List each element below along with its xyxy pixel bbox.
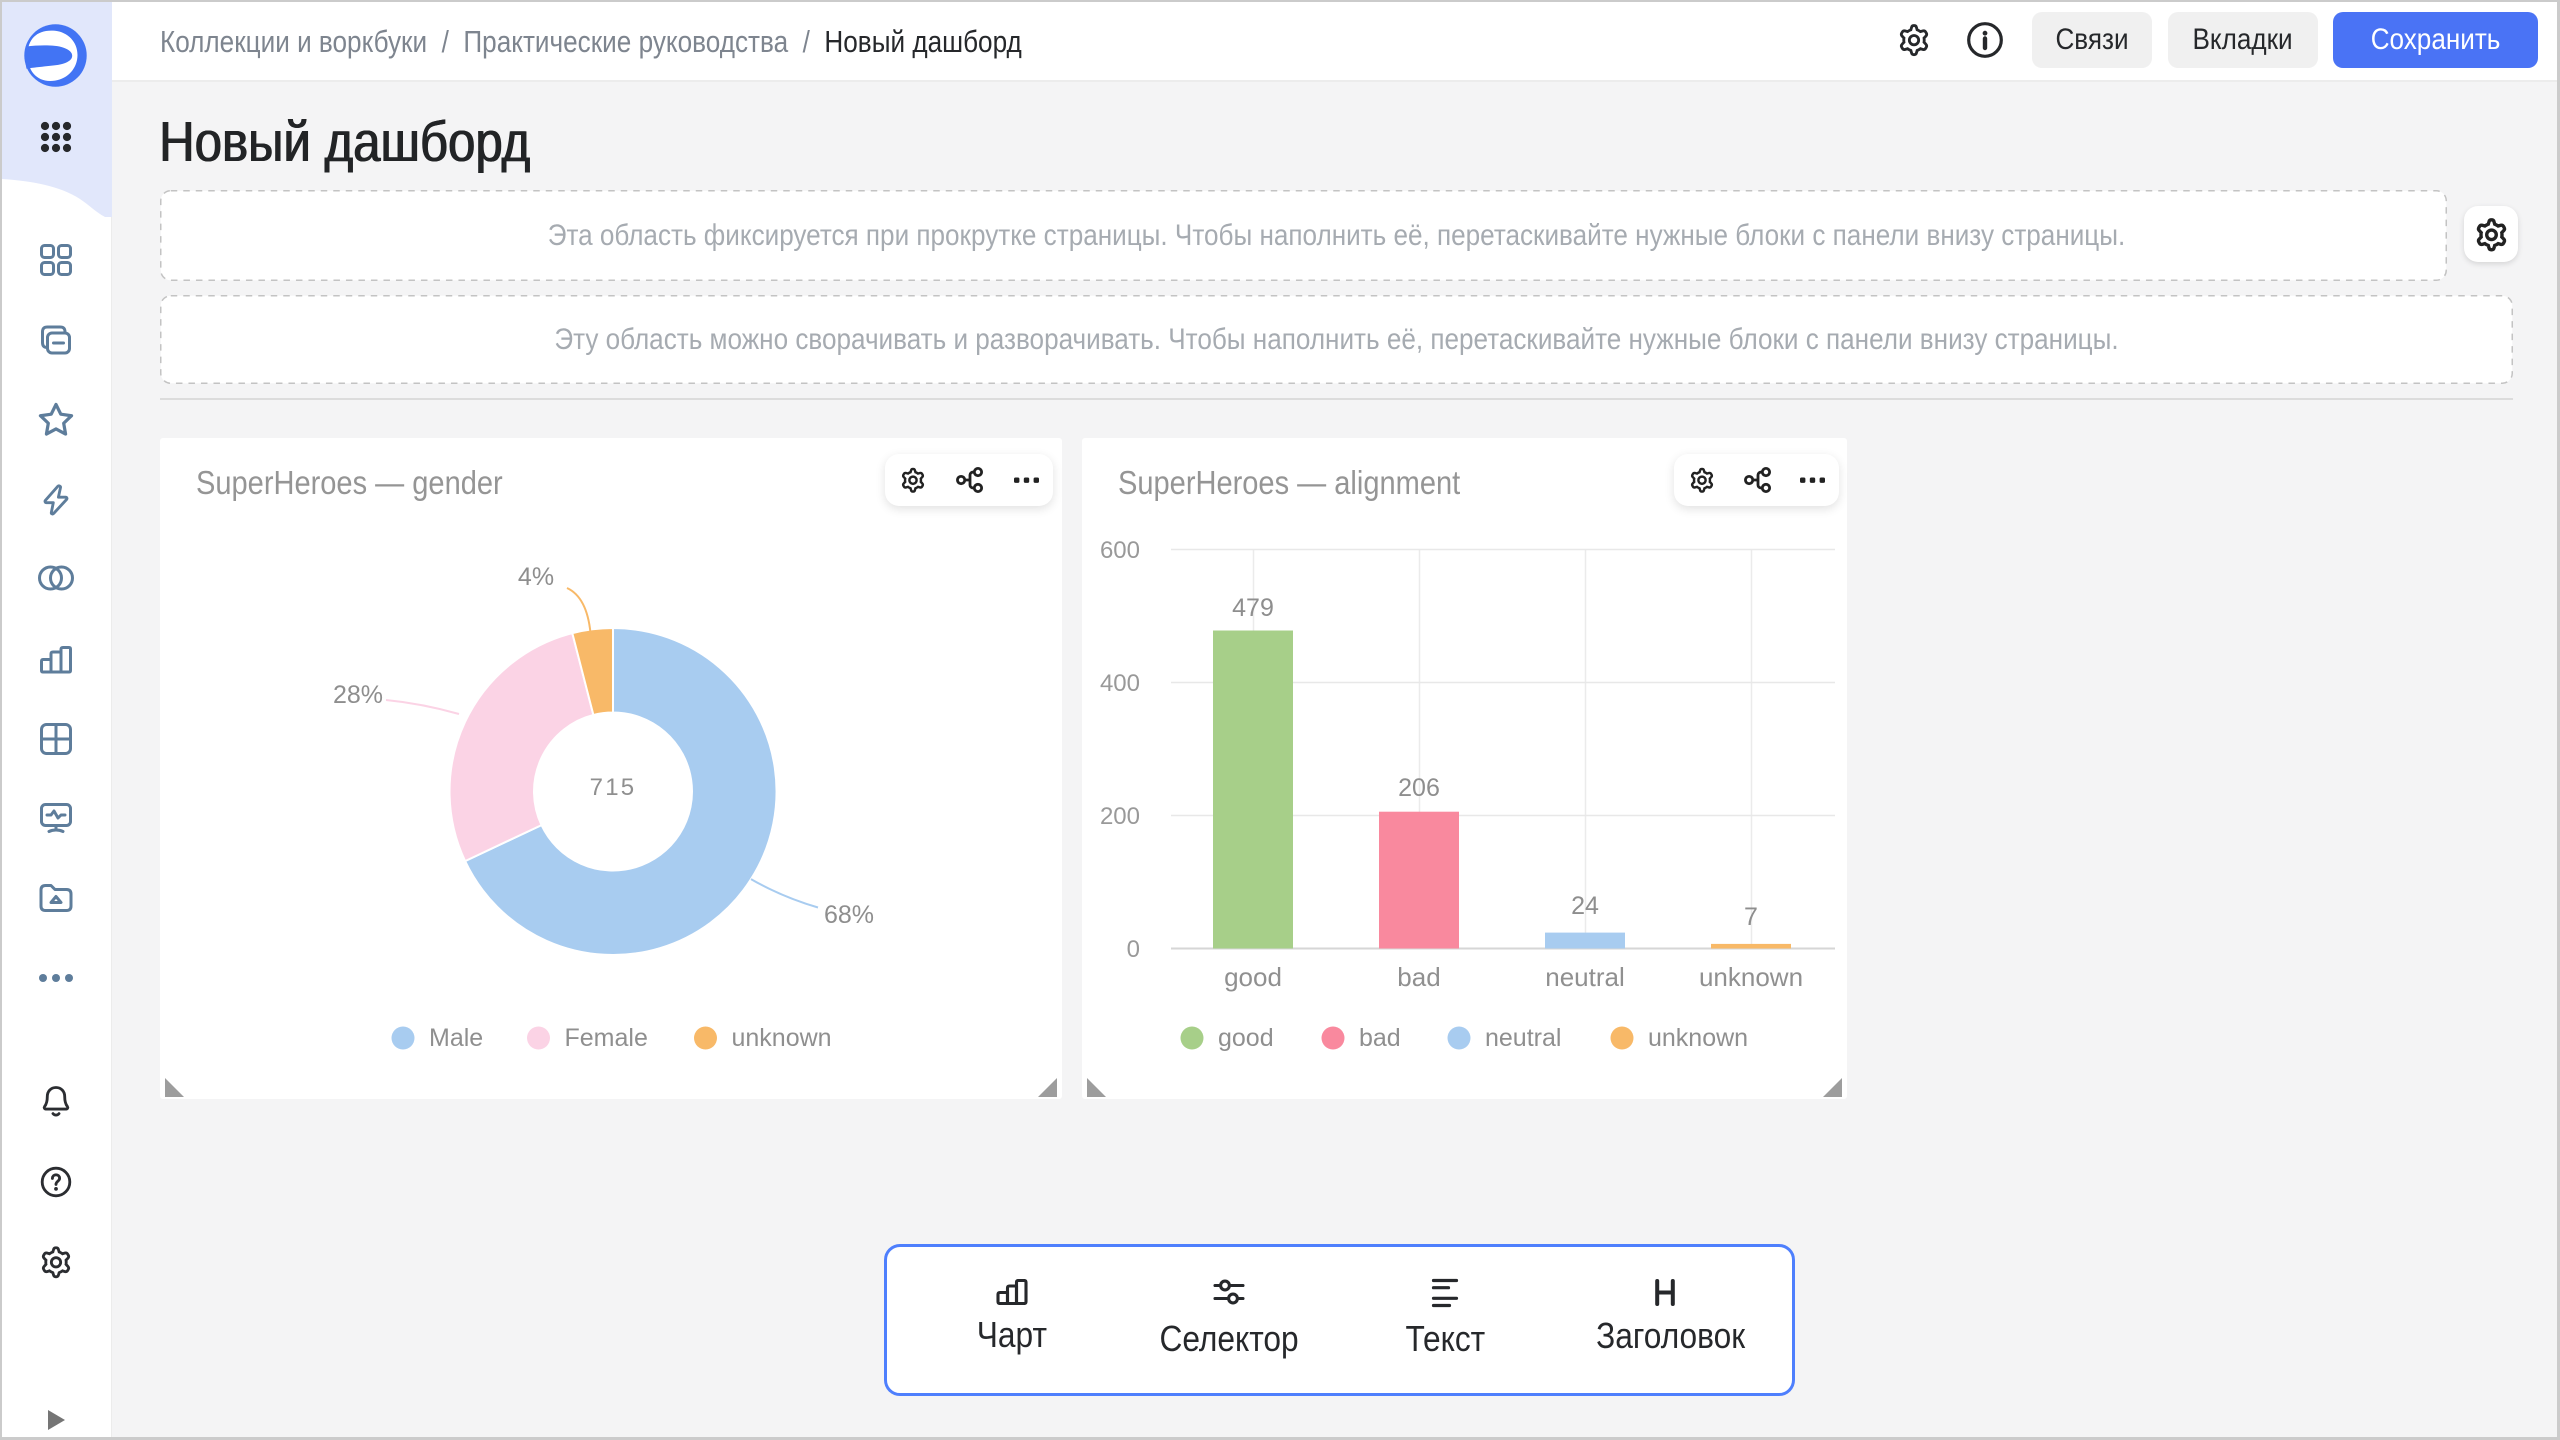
svg-text:0: 0 <box>1127 936 1140 963</box>
svg-text:unknown: unknown <box>732 1024 832 1052</box>
svg-text:neutral: neutral <box>1545 962 1625 992</box>
svg-text:bad: bad <box>1359 1024 1401 1052</box>
svg-text:4%: 4% <box>518 563 554 591</box>
svg-text:Female: Female <box>565 1024 648 1052</box>
svg-text:Male: Male <box>429 1024 483 1052</box>
svg-text:400: 400 <box>1100 670 1140 697</box>
svg-text:good: good <box>1218 1024 1274 1052</box>
svg-text:206: 206 <box>1398 774 1440 802</box>
svg-text:neutral: neutral <box>1485 1024 1561 1052</box>
svg-text:unknown: unknown <box>1699 962 1803 992</box>
svg-text:479: 479 <box>1232 594 1274 622</box>
svg-text:good: good <box>1224 962 1282 992</box>
svg-text:715: 715 <box>590 774 637 801</box>
svg-text:7: 7 <box>1744 903 1758 931</box>
svg-text:unknown: unknown <box>1648 1024 1748 1052</box>
svg-text:600: 600 <box>1100 537 1140 564</box>
svg-text:bad: bad <box>1397 962 1440 992</box>
svg-text:28%: 28% <box>333 681 383 709</box>
svg-text:24: 24 <box>1571 892 1599 920</box>
svg-text:68%: 68% <box>824 901 874 929</box>
svg-text:200: 200 <box>1100 803 1140 830</box>
